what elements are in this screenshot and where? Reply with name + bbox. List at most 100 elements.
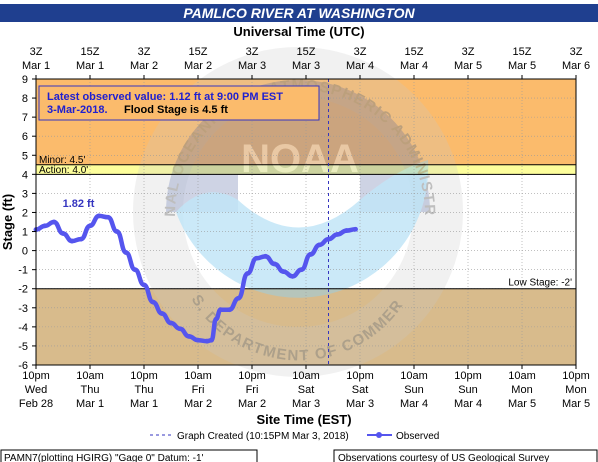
- observed-point: [87, 223, 93, 229]
- x-tick-label: Mar 3: [346, 398, 374, 410]
- observed-point: [308, 252, 313, 257]
- y-tick-label: 3: [22, 188, 28, 200]
- annotations: 1.82 ft: [63, 198, 95, 210]
- y-tick-label: -5: [18, 341, 28, 353]
- x-tick-label: 10am: [184, 370, 212, 382]
- top-tick-label: 3Z: [30, 46, 43, 58]
- x-axis-label: Site Time (EST): [256, 412, 351, 427]
- latest-value-text: Latest observed value: 1.12 ft at 9:00 P…: [47, 91, 283, 103]
- observed-point: [186, 334, 192, 339]
- top-tick-label: Mar 4: [400, 60, 428, 72]
- x-tick-label: Mar 4: [400, 398, 428, 410]
- y-axis-label: Stage (ft): [0, 194, 15, 250]
- noaa-logo-text: NOAA: [241, 137, 359, 181]
- footer-datum: PAMN7(plotting HGIRG) "Gage 0" Datum: -1…: [4, 453, 204, 462]
- observed-point: [114, 229, 120, 234]
- top-tick-label: 3Z: [462, 46, 475, 58]
- latest-value-box: Latest observed value: 1.12 ft at 9:00 P…: [38, 85, 320, 121]
- observed-series: [33, 213, 358, 344]
- threshold-lines: Minor: 4.5'Action: 4.0' Low Stage: -2': [36, 155, 576, 290]
- x-tick-label: 10am: [400, 370, 428, 382]
- x-tick-label: Wed: [25, 384, 47, 396]
- y-tick-label: 5: [22, 150, 28, 162]
- observed-point: [218, 307, 223, 313]
- observed-point: [105, 214, 111, 220]
- observed-point: [299, 267, 304, 273]
- observed-point: [245, 271, 250, 276]
- x-tick-label: Feb 28: [19, 398, 53, 410]
- top-tick-label: Mar 6: [562, 60, 590, 72]
- x-axis-bottom: 10pm Wed Feb 28 10am Thu Mar 1 10pm Thu Mar 1 10a…: [19, 365, 590, 410]
- y-tick-label: -1: [18, 265, 28, 277]
- top-tick-label: Mar 2: [130, 60, 158, 72]
- x-tick-label: Fri: [192, 384, 205, 396]
- x-tick-label: 10pm: [562, 370, 590, 382]
- x-tick-label: 10pm: [346, 370, 374, 382]
- top-tick-label: 3Z: [354, 46, 367, 58]
- x-tick-label: Thu: [81, 384, 100, 396]
- observed-point: [353, 226, 358, 232]
- x-tick-label: 10pm: [22, 370, 50, 382]
- top-tick-label: Mar 3: [238, 60, 266, 72]
- footer: PAMN7(plotting HGIRG) "Gage 0" Datum: -1…: [0, 449, 598, 462]
- legend: Graph Created (10:15PM Mar 3, 2018) Obse…: [150, 431, 439, 442]
- top-tick-label: Mar 3: [292, 60, 320, 72]
- y-tick-label: -3: [18, 303, 28, 315]
- x-tick-label: Mar 3: [292, 398, 320, 410]
- x-tick-label: 10pm: [238, 370, 266, 382]
- observed-point: [213, 316, 219, 322]
- y-tick-label: 0: [22, 246, 28, 258]
- observed-point: [42, 223, 48, 229]
- x-tick-label: 10pm: [454, 370, 482, 382]
- top-tick-label: 3Z: [570, 46, 583, 58]
- observed-point: [272, 261, 277, 267]
- legend-graph-created: Graph Created (10:15PM Mar 3, 2018): [177, 431, 349, 442]
- top-tick-label: 3Z: [138, 46, 151, 58]
- x-tick-label: Sat: [352, 384, 369, 396]
- footer-credit: Observations courtesy of US Geological S…: [338, 453, 549, 462]
- top-tick-label: Mar 1: [22, 60, 50, 72]
- top-tick-label: Mar 5: [454, 60, 482, 72]
- threshold-label: Low Stage: -2': [508, 278, 572, 289]
- top-tick-label: Mar 4: [346, 60, 374, 72]
- y-tick-label: 7: [22, 112, 28, 124]
- x-tick-label: Mon: [565, 384, 586, 396]
- x-tick-label: 10am: [292, 370, 320, 382]
- observed-point: [78, 236, 84, 242]
- observed-point: [326, 236, 331, 242]
- observed-point: [51, 219, 57, 225]
- observed-point: [141, 282, 147, 288]
- observed-point: [168, 320, 174, 326]
- x-tick-label: Sat: [298, 384, 315, 396]
- y-tick-label: -4: [18, 322, 28, 334]
- y-tick-label: 2: [22, 207, 28, 219]
- chart-title: PAMLICO RIVER AT WASHINGTON: [183, 5, 415, 21]
- x-tick-label: Mar 2: [184, 398, 212, 410]
- top-tick-label: 15Z: [513, 46, 532, 58]
- observed-point: [96, 213, 102, 219]
- y-tick-label: -2: [18, 284, 28, 296]
- title-bar: [0, 4, 598, 22]
- observed-point: [254, 255, 259, 261]
- observed-point: [204, 338, 210, 344]
- observed-point: [335, 231, 340, 237]
- observed-point: [150, 299, 156, 305]
- observed-point: [195, 337, 201, 343]
- x-tick-label: Mar 1: [130, 398, 158, 410]
- x-tick-label: Mar 2: [238, 398, 266, 410]
- x-axis-top: 3Z Mar 1 15Z Mar 1 3Z Mar 2 15Z Mar 2 3Z Mar 3 15Z…: [22, 46, 590, 79]
- x-tick-label: 10am: [76, 370, 104, 382]
- top-tick-label: 15Z: [405, 46, 424, 58]
- latest-date-text: 3-Mar-2018.: [47, 104, 108, 116]
- observed-point: [290, 273, 295, 279]
- y-axis: -6 -5 -4 -3 -2 -1 0 1 2 3 4 5 6 7 8 9: [18, 74, 36, 372]
- x-tick-label: Mar 4: [454, 398, 482, 410]
- top-tick-label: Mar 2: [184, 60, 212, 72]
- y-tick-label: 9: [22, 74, 28, 86]
- x-tick-label: Mon: [511, 384, 532, 396]
- observed-point: [123, 250, 129, 255]
- threshold-label: Minor: 4.5': [39, 155, 85, 166]
- x-tick-label: 10pm: [130, 370, 158, 382]
- x-tick-label: Sun: [404, 384, 424, 396]
